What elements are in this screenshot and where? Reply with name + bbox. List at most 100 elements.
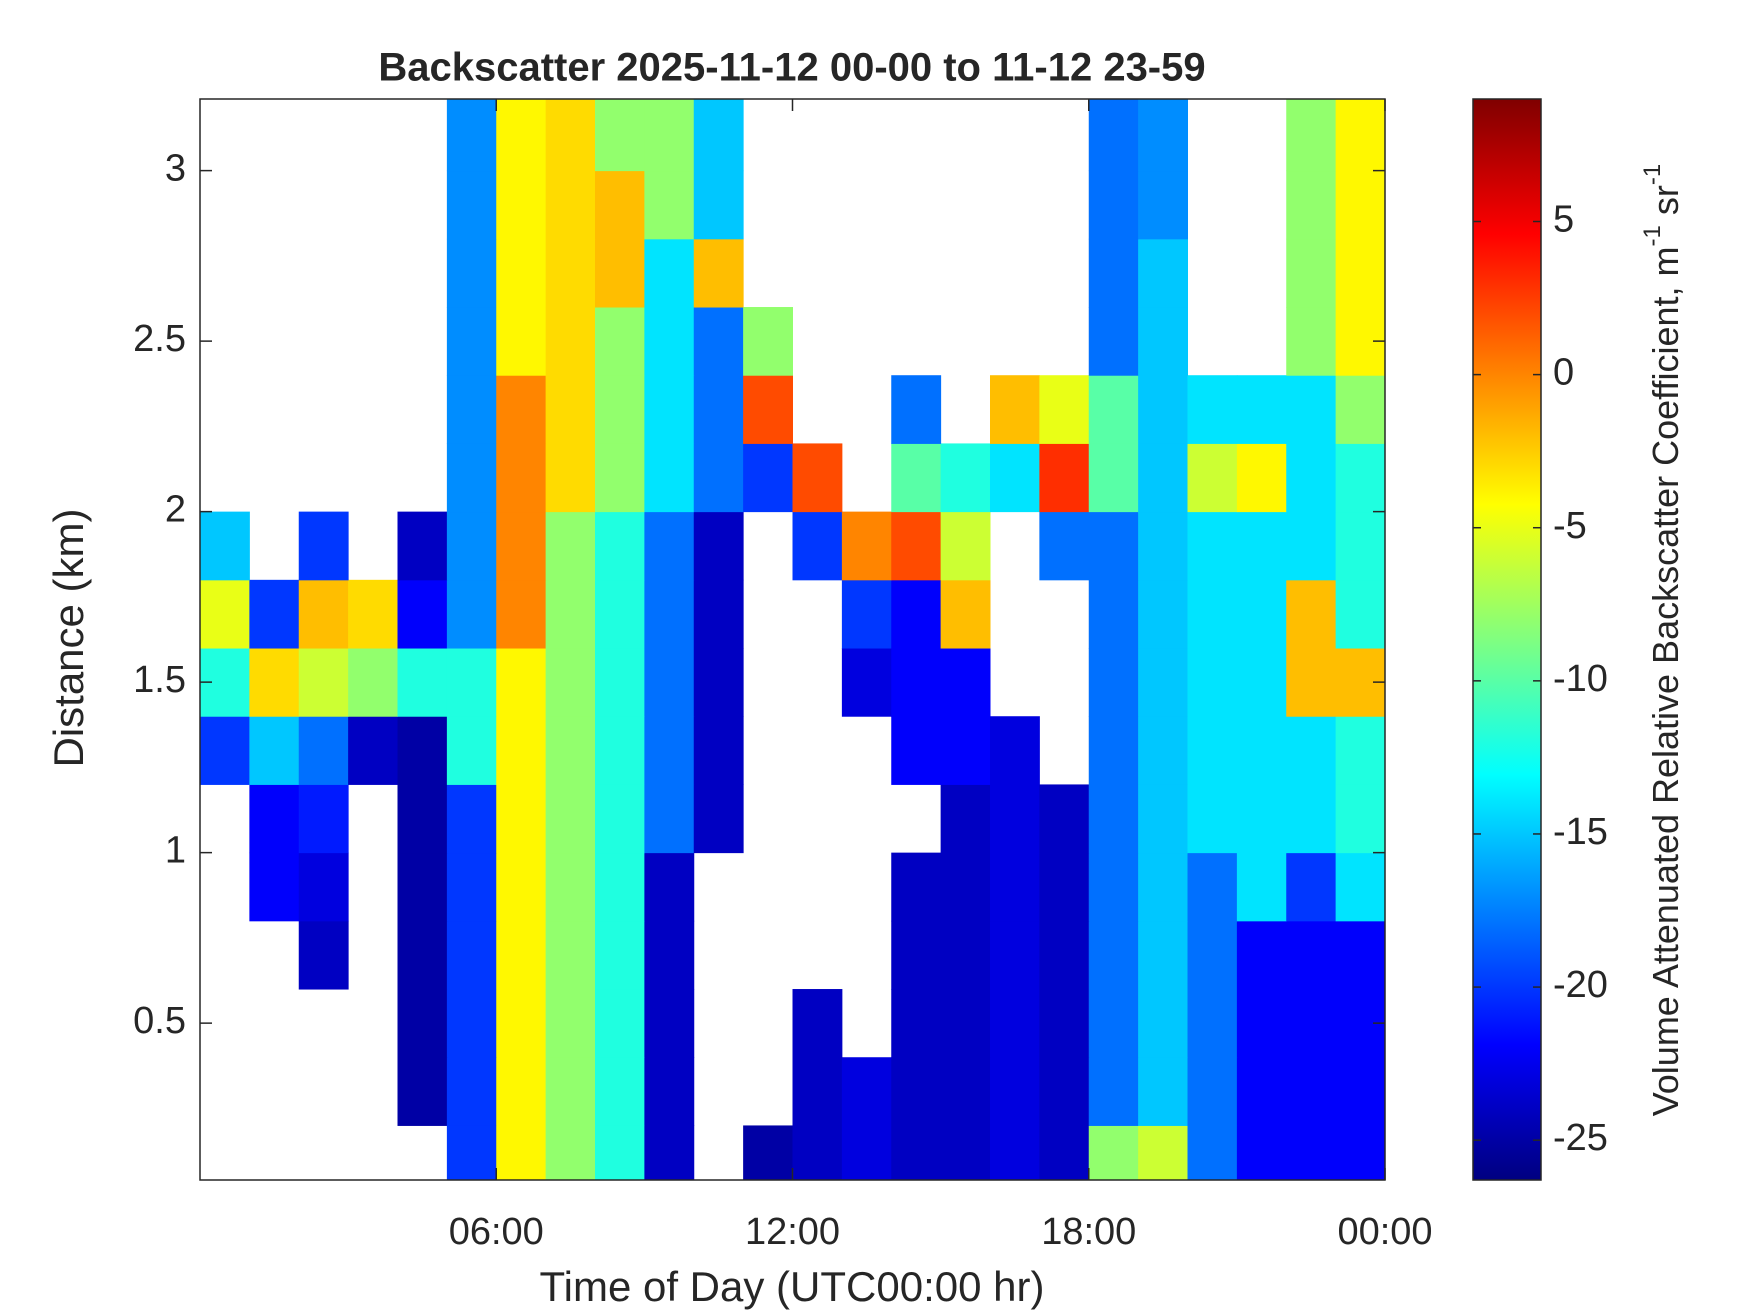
- x-tick-label: 00:00: [1337, 1211, 1432, 1253]
- heatmap-cell: [1335, 579, 1386, 649]
- y-tick-label: 1: [165, 830, 186, 872]
- heatmap-cell: [595, 716, 645, 785]
- heatmap-cell: [644, 511, 695, 581]
- heatmap-cell: [1335, 238, 1386, 308]
- heatmap-cell: [644, 852, 695, 922]
- heatmap-cell: [545, 511, 596, 581]
- heatmap-cell: [496, 375, 547, 444]
- heatmap-cell: [1187, 648, 1238, 717]
- heatmap-cell: [841, 1125, 892, 1181]
- heatmap-cell: [644, 99, 695, 172]
- heatmap-cell: [1187, 716, 1238, 785]
- heatmap-cell: [1088, 579, 1139, 649]
- heatmap-cell: [1138, 443, 1188, 513]
- heatmap-cell: [1088, 375, 1139, 444]
- heatmap-cell: [496, 579, 547, 649]
- heatmap-cell: [990, 989, 1040, 1058]
- heatmap-cell: [446, 852, 497, 922]
- y-axis-label: Distance (km): [45, 508, 92, 767]
- heatmap-cell: [1286, 170, 1337, 240]
- heatmap-cell: [298, 852, 349, 922]
- heatmap-cell: [446, 989, 497, 1058]
- heatmap-cell: [1286, 1125, 1337, 1181]
- x-tick-label: 18:00: [1041, 1211, 1136, 1253]
- colorbar-label-sup: -1: [1639, 225, 1666, 246]
- heatmap-cell: [545, 1125, 596, 1181]
- heatmap-cell: [990, 784, 1040, 854]
- colorbar-tick-label: -10: [1553, 658, 1608, 700]
- heatmap-cell: [496, 716, 547, 785]
- colorbar-tick-label: -5: [1553, 505, 1587, 547]
- chart-title: Backscatter 2025-11-12 00-00 to 11-12 23…: [378, 46, 1205, 90]
- heatmap-cell: [1138, 511, 1188, 581]
- heatmap-cell: [693, 307, 744, 376]
- heatmap-cell: [249, 784, 300, 854]
- heatmap-cell: [298, 920, 349, 990]
- heatmap-cell: [1138, 238, 1188, 308]
- heatmap-cell: [1088, 238, 1139, 308]
- y-tick-label: 3: [165, 148, 186, 190]
- heatmap-cell: [446, 375, 497, 444]
- heatmap-cell: [1088, 920, 1139, 990]
- heatmap-cell: [1138, 375, 1188, 444]
- heatmap-cell: [891, 648, 942, 717]
- heatmap-cell: [1138, 716, 1188, 785]
- heatmap-cell: [1335, 716, 1386, 785]
- heatmap-cell: [1138, 648, 1188, 717]
- heatmap-cell: [1236, 511, 1287, 581]
- heatmap-cell: [298, 716, 349, 785]
- colorbar-tick-label: 5: [1553, 199, 1574, 241]
- heatmap-cell: [940, 716, 991, 785]
- heatmap-cell: [1236, 852, 1287, 922]
- heatmap-cell: [940, 1057, 991, 1126]
- heatmap-cell: [1335, 511, 1386, 581]
- heatmap-cell: [595, 170, 645, 240]
- heatmap-cell: [1088, 784, 1139, 854]
- heatmap-cell: [595, 784, 645, 854]
- heatmap-cell: [446, 784, 497, 854]
- heatmap-cell: [891, 920, 942, 990]
- heatmap-cell: [792, 989, 843, 1058]
- heatmap-cell: [298, 511, 349, 581]
- heatmap-cell: [1286, 784, 1337, 854]
- heatmap-cell: [446, 648, 497, 717]
- heatmap-cell: [1236, 784, 1287, 854]
- heatmap-cell: [940, 1125, 991, 1181]
- heatmap-cell: [693, 716, 744, 785]
- heatmap-cell: [1187, 920, 1238, 990]
- heatmap-cell: [446, 579, 497, 649]
- heatmap-cell: [397, 1057, 448, 1126]
- heatmap-cell: [496, 443, 547, 513]
- heatmap-cell: [1088, 443, 1139, 513]
- heatmap-cell: [249, 648, 300, 717]
- heatmap-cell: [446, 238, 497, 308]
- heatmap-cell: [249, 716, 300, 785]
- heatmap-cell: [644, 307, 695, 376]
- heatmap-cell: [1286, 989, 1337, 1058]
- heatmap-cell: [792, 443, 843, 513]
- colorbar-label-sup: -1: [1639, 164, 1666, 185]
- heatmap-cell: [595, 920, 645, 990]
- heatmap-cell: [1286, 375, 1337, 444]
- heatmap-cell: [496, 511, 547, 581]
- heatmap-cell: [397, 648, 448, 717]
- heatmap-cell: [990, 1125, 1040, 1181]
- heatmap-cell: [1088, 852, 1139, 922]
- heatmap-cell: [1039, 920, 1090, 990]
- heatmap-cell: [1088, 716, 1139, 785]
- heatmap-cell: [348, 648, 398, 717]
- heatmap-cell: [249, 579, 300, 649]
- heatmap-cell: [446, 511, 497, 581]
- heatmap-cell: [1138, 1125, 1188, 1181]
- heatmap-cell: [940, 443, 991, 513]
- heatmap-cell: [891, 579, 942, 649]
- colorbar-tick-label: 0: [1553, 352, 1574, 394]
- heatmap-cell: [644, 784, 695, 854]
- heatmap-cell: [1335, 1057, 1386, 1126]
- heatmap-cell: [1286, 579, 1337, 649]
- heatmap-cell: [397, 716, 448, 785]
- heatmap-cell: [1236, 1125, 1287, 1181]
- heatmap-cell: [644, 579, 695, 649]
- colorbar-label-text: sr: [1645, 185, 1686, 225]
- heatmap-cell: [446, 99, 497, 172]
